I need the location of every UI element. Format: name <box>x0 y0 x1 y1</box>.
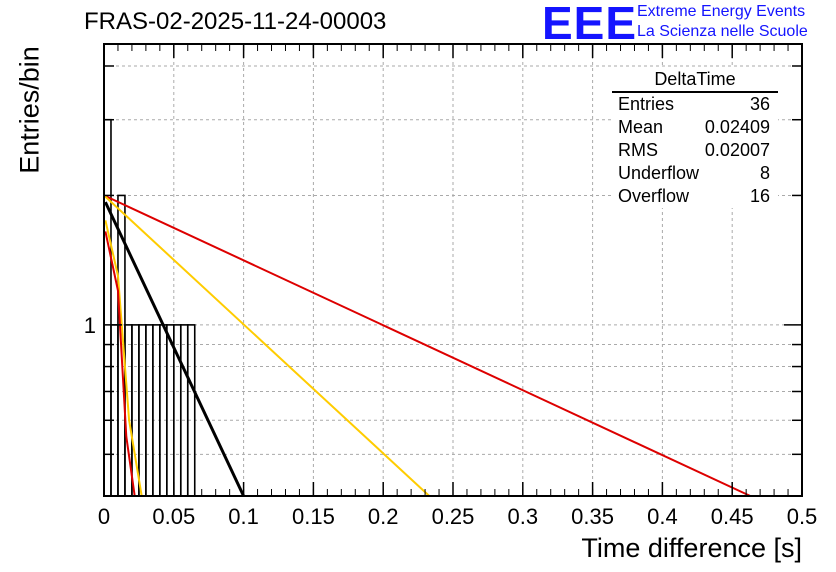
fit-yellow-short-line <box>104 220 143 497</box>
x-tick-label: 0.2 <box>368 504 399 529</box>
x-tick-label: 0.5 <box>787 504 818 529</box>
x-tick-label: 0.05 <box>152 504 195 529</box>
fit-red-short-line <box>104 231 136 497</box>
stats-box: DeltaTime Entries 36 Mean 0.02409 RMS 0.… <box>612 68 778 208</box>
stats-value: 36 <box>749 94 770 114</box>
histogram-bar <box>103 118 112 497</box>
stats-row-underflow: Underflow 8 <box>612 162 778 185</box>
histogram-bar <box>138 324 147 497</box>
x-tick-label: 0.45 <box>711 504 754 529</box>
fit-black-line <box>104 201 245 497</box>
stats-label: Mean <box>618 117 664 137</box>
x-tick-label: 0 <box>98 504 110 529</box>
stats-row-mean: Mean 0.02409 <box>612 116 778 139</box>
stats-row-entries: Entries 36 <box>612 93 778 116</box>
x-tick-label: 0.3 <box>508 504 539 529</box>
eee-logo: EEE <box>542 0 638 49</box>
stats-value: 0.02409 <box>704 117 770 137</box>
x-tick-label: 0.35 <box>571 504 614 529</box>
histogram-bar <box>186 324 196 497</box>
histogram <box>103 118 196 497</box>
histogram-bar <box>159 324 168 497</box>
x-tick-label: 0.15 <box>292 504 335 529</box>
histogram-bar <box>152 324 161 497</box>
histogram-bar <box>110 324 119 497</box>
axes: 0 0.05 0.1 0.15 0.2 0.25 0.3 0.35 0.4 0.45 0.5 1 <box>84 43 818 529</box>
histogram-bar <box>166 324 175 497</box>
y-tick-label: 1 <box>84 313 96 338</box>
x-tick-label: 0.25 <box>432 504 475 529</box>
stats-value: 0.02007 <box>704 140 770 160</box>
stats-title: DeltaTime <box>612 68 778 93</box>
x-tick-label: 0.4 <box>647 504 678 529</box>
eee-subtitle-2: La Scienza nelle Scuole <box>637 23 808 40</box>
fit-red-long-line <box>103 194 751 497</box>
stats-value: 8 <box>759 163 770 183</box>
stats-row-rms: RMS 0.02007 <box>612 139 778 162</box>
stats-label: Underflow <box>618 163 700 183</box>
y-axis-label: Entries/bin <box>14 46 45 174</box>
histogram-bar <box>179 324 189 497</box>
histogram-bar <box>145 324 154 497</box>
fit-lines <box>103 194 751 497</box>
stats-label: Overflow <box>618 186 690 206</box>
grid <box>104 44 802 496</box>
x-axis-label: Time difference [s] <box>581 533 802 563</box>
chart-title: FRAS-02-2025-11-24-00003 <box>84 8 387 35</box>
stats-row-overflow: Overflow 16 <box>612 185 778 208</box>
eee-subtitle-1: Extreme Energy Events <box>637 3 806 20</box>
stats-label: RMS <box>618 140 658 160</box>
stats-value: 16 <box>749 186 770 206</box>
stats-label: Entries <box>618 94 675 114</box>
x-tick-label: 0.1 <box>228 504 259 529</box>
fit-yellow-mid-line <box>103 194 430 497</box>
